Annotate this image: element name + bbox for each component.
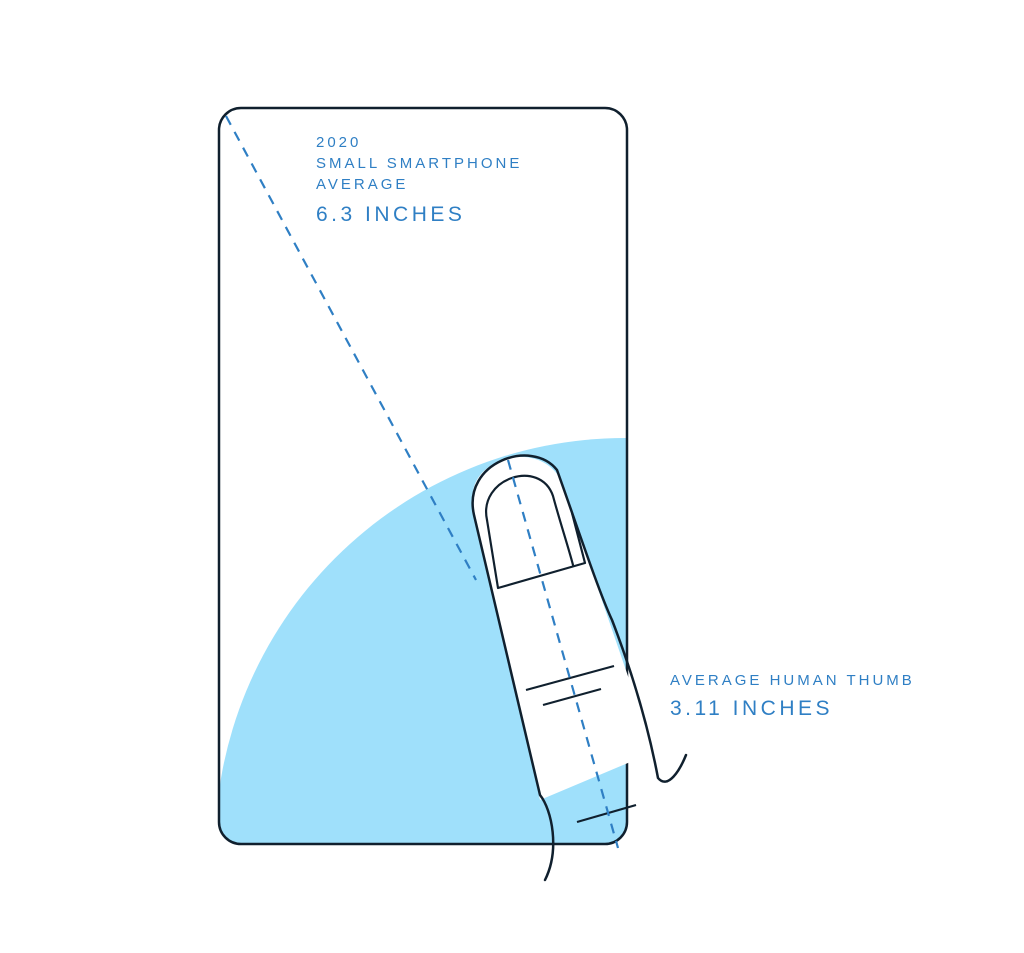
thumb-reach-zone <box>219 438 627 844</box>
phone-size-value: 6.3 INCHES <box>316 203 466 226</box>
thumbnail <box>485 512 587 590</box>
phone-title: SMALL SMARTPHONE <box>316 155 523 172</box>
knuckle-crease <box>542 687 602 707</box>
thumb-inner-outline <box>485 474 575 567</box>
knuckle-crease <box>576 803 637 824</box>
thumb-outline <box>471 454 688 882</box>
phone-subtitle: AVERAGE <box>316 176 409 193</box>
phone-year: 2020 <box>316 134 362 151</box>
phone-size-label: 2020 SMALL SMARTPHONE AVERAGE 6.3 INCHES <box>316 132 522 229</box>
knuckle-crease <box>525 664 615 692</box>
thumb-size-value: 3.11 INCHES <box>670 697 833 720</box>
thumb-length-line <box>506 459 620 849</box>
thumb-body <box>472 456 654 800</box>
phone-diagonal-line <box>225 115 477 581</box>
thumb-title: AVERAGE HUMAN THUMB <box>670 672 915 689</box>
thumb-size-label: AVERAGE HUMAN THUMB 3.11 INCHES <box>670 670 915 723</box>
phone-outline <box>217 106 629 846</box>
